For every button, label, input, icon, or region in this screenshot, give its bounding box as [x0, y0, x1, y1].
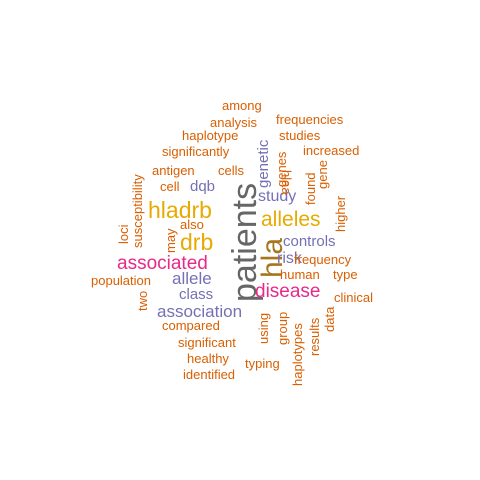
- word-allele: allele: [172, 269, 212, 288]
- word-analysis: analysis: [210, 115, 257, 130]
- word-cells: cells: [218, 163, 245, 178]
- word-may: may: [163, 228, 178, 253]
- word-susceptibility: susceptibility: [130, 174, 145, 248]
- word-studies: studies: [279, 128, 321, 143]
- word-genes: genes: [274, 151, 289, 187]
- word-dqb: dqb: [190, 178, 216, 195]
- word-cell: cell: [160, 179, 180, 194]
- word-significant: significant: [178, 335, 236, 350]
- word-drb: drb: [180, 229, 214, 255]
- word-type: type: [333, 267, 358, 282]
- word-alleles: alleles: [261, 208, 321, 231]
- word-associated: associated: [117, 253, 208, 274]
- word-results: results: [307, 317, 322, 356]
- word-found: found: [303, 172, 318, 205]
- word-clinical: clinical: [334, 290, 374, 305]
- word-association: association: [157, 302, 243, 321]
- word-class: class: [179, 286, 214, 303]
- word-also: also: [180, 217, 204, 232]
- word-higher: higher: [333, 195, 348, 232]
- word-loci: loci: [116, 224, 131, 244]
- word-controls: controls: [283, 233, 336, 250]
- word-identified: identified: [183, 367, 236, 382]
- word-typing: typing: [245, 356, 280, 371]
- word-hladrb: hladrb: [148, 197, 212, 223]
- word-population: population: [91, 273, 151, 288]
- word-increased: increased: [303, 143, 360, 158]
- word-two: two: [135, 290, 150, 311]
- word-disease: disease: [255, 281, 321, 302]
- word-group: group: [275, 311, 290, 345]
- word-data: data: [322, 306, 337, 332]
- word-antigen: antigen: [152, 163, 195, 178]
- word-significantly: significantly: [162, 144, 230, 159]
- word-haplotypes: haplotypes: [290, 323, 305, 386]
- word-compared: compared: [162, 318, 220, 333]
- word-healthy: healthy: [187, 351, 229, 366]
- word-among: among: [222, 98, 262, 113]
- word-risk: risk: [277, 250, 302, 267]
- word-human: human: [280, 267, 320, 282]
- word-frequency: frequency: [294, 252, 352, 267]
- word-study: study: [258, 188, 297, 205]
- word-genetic: genetic: [255, 139, 272, 188]
- word-haplotype: haplotype: [182, 128, 239, 143]
- word-using: using: [256, 312, 271, 344]
- word-frequencies: frequencies: [276, 112, 344, 127]
